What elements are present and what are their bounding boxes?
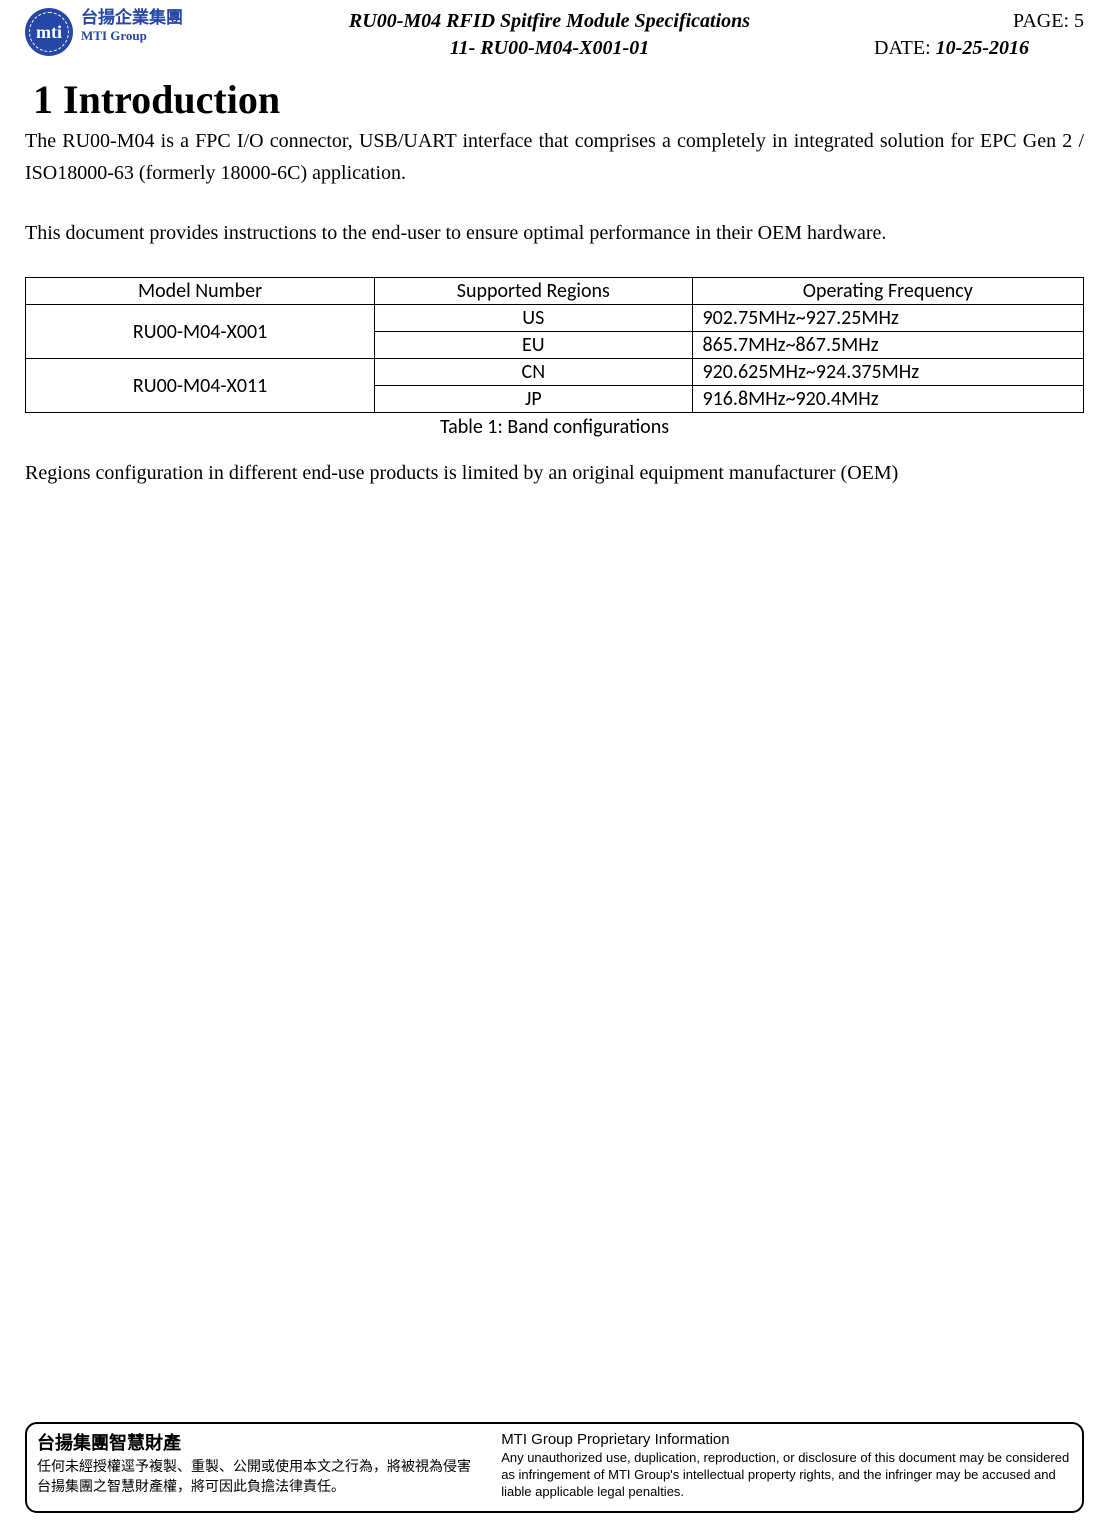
content-area: 1 Introduction The RU00-M04 is a FPC I/O… <box>0 76 1109 489</box>
cell-model: RU00-M04-X001 <box>26 305 375 359</box>
cell-frequency: 865.7MHz~867.5MHz <box>692 332 1083 359</box>
logo-icon: mti <box>25 8 73 56</box>
footer-left-title: 台揚集團智慧財產 <box>37 1430 481 1456</box>
footer-right-title: MTI Group Proprietary Information <box>501 1430 1072 1450</box>
footer-left-line1: 任何未經授權逕予複製、重製、公開或使用本文之行為，將被視為侵害 <box>37 1458 481 1478</box>
footer-left-line2: 台揚集團之智慧財產權，將可因此負擔法律責任。 <box>37 1478 481 1498</box>
date-value: 10-25-2016 <box>936 37 1029 59</box>
intro-paragraph-2: This document provides instructions to t… <box>25 217 1084 249</box>
table-caption: Table 1: Band configurations <box>25 415 1084 439</box>
table-header-model: Model Number <box>26 278 375 305</box>
cell-frequency: 916.8MHz~920.4MHz <box>692 386 1083 413</box>
intro-paragraph-3: Regions configuration in different end-u… <box>25 457 1084 489</box>
page-header: mti 台揚企業集團 MTI Group RU00-M04 RFID Spitf… <box>0 0 1109 62</box>
logo-text: 台揚企業集團 MTI Group <box>81 8 183 44</box>
date-label: DATE: <box>874 37 936 59</box>
table-header-region: Supported Regions <box>375 278 692 305</box>
header-title-line2: 11- RU00-M04-X001-01 <box>225 35 874 62</box>
page-number: PAGE: 5 <box>874 8 1084 35</box>
logo-text-cn: 台揚企業集團 <box>81 8 183 28</box>
footer-right-body: Any unauthorized use, duplication, repro… <box>501 1450 1072 1501</box>
footer-left: 台揚集團智慧財產 任何未經授權逕予複製、重製、公開或使用本文之行為，將被視為侵害… <box>27 1424 491 1511</box>
cell-region: US <box>375 305 692 332</box>
intro-paragraph-1: The RU00-M04 is a FPC I/O connector, USB… <box>25 125 1084 189</box>
header-meta: PAGE: 5 DATE: 10-25-2016 <box>874 8 1084 62</box>
logo-text-en: MTI Group <box>81 28 183 44</box>
page-footer: 台揚集團智慧財產 任何未經授權逕予複製、重製、公開或使用本文之行為，將被視為侵害… <box>25 1422 1084 1513</box>
cell-region: CN <box>375 359 692 386</box>
logo-mark-text: mti <box>36 22 62 43</box>
footer-right: MTI Group Proprietary Information Any un… <box>491 1424 1082 1511</box>
date-line: DATE: 10-25-2016 <box>874 35 1084 62</box>
cell-model: RU00-M04-X011 <box>26 359 375 413</box>
cell-frequency: 902.75MHz~927.25MHz <box>692 305 1083 332</box>
table-header-row: Model Number Supported Regions Operating… <box>26 278 1084 305</box>
table-row: RU00-M04-X011 CN 920.625MHz~924.375MHz <box>26 359 1084 386</box>
header-title-line1: RU00-M04 RFID Spitfire Module Specificat… <box>225 8 874 35</box>
cell-region: EU <box>375 332 692 359</box>
table-row: RU00-M04-X001 US 902.75MHz~927.25MHz <box>26 305 1084 332</box>
cell-frequency: 920.625MHz~924.375MHz <box>692 359 1083 386</box>
table-header-frequency: Operating Frequency <box>692 278 1083 305</box>
cell-region: JP <box>375 386 692 413</box>
band-configurations-table: Model Number Supported Regions Operating… <box>25 277 1084 413</box>
header-title: RU00-M04 RFID Spitfire Module Specificat… <box>225 8 874 62</box>
section-heading: 1 Introduction <box>33 76 1084 123</box>
logo-area: mti 台揚企業集團 MTI Group <box>25 8 225 62</box>
